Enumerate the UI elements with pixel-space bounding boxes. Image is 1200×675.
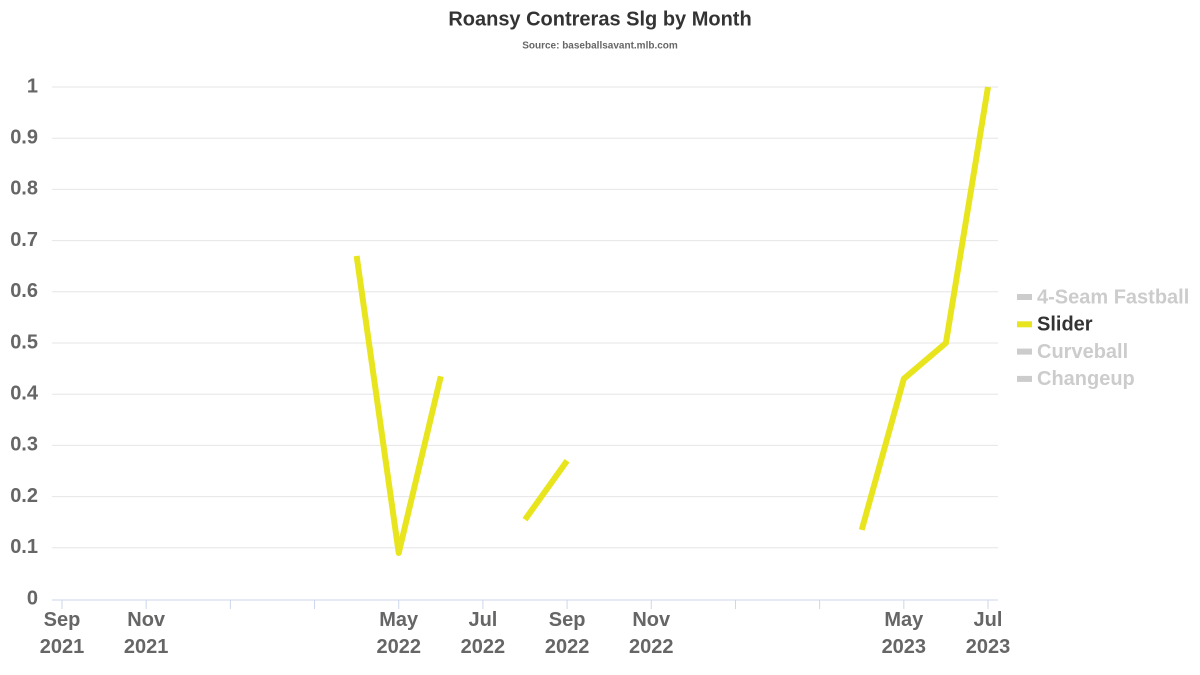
y-tick-label: 1 bbox=[27, 75, 38, 97]
chart-subtitle: Source: baseballsavant.mlb.com bbox=[522, 41, 678, 52]
y-tick-label: 0 bbox=[27, 587, 38, 609]
x-tick-label: Sep 2021 bbox=[39, 609, 85, 658]
legend-label: 4-Seam Fastball bbox=[1037, 286, 1189, 308]
legend-item[interactable]: Changeup bbox=[1017, 368, 1135, 390]
y-tick-label: 0.8 bbox=[10, 178, 38, 200]
legend-item[interactable]: Slider bbox=[1017, 314, 1093, 336]
legend-label: Changeup bbox=[1037, 368, 1135, 390]
legend-symbol bbox=[1017, 321, 1032, 328]
y-tick-label: 0.2 bbox=[10, 485, 38, 507]
x-tick-label: Jul 2022 bbox=[460, 609, 506, 658]
y-tick-label: 0.3 bbox=[10, 434, 38, 456]
x-tick-label: Sep 2022 bbox=[544, 609, 590, 658]
x-tick-label: Jul 2023 bbox=[965, 609, 1011, 658]
legend-item[interactable]: Curveball bbox=[1017, 341, 1128, 363]
legend-item[interactable]: 4-Seam Fastball bbox=[1017, 286, 1189, 308]
legend-symbol bbox=[1017, 375, 1032, 382]
y-tick-label: 0.1 bbox=[10, 536, 38, 558]
legend-symbol bbox=[1017, 294, 1032, 300]
legend-label: Slider bbox=[1037, 314, 1093, 336]
chart-title: Roansy Contreras Slg by Month bbox=[448, 8, 751, 30]
x-tick-label: Nov 2021 bbox=[123, 609, 169, 658]
y-tick-label: 0.7 bbox=[10, 229, 38, 251]
x-tick-label: Nov 2022 bbox=[629, 609, 674, 658]
legend-symbol bbox=[1017, 348, 1032, 355]
y-tick-label: 0.4 bbox=[10, 382, 39, 404]
y-tick-label: 0.5 bbox=[10, 331, 38, 353]
legend-label: Curveball bbox=[1037, 341, 1128, 363]
y-tick-label: 0.6 bbox=[10, 280, 38, 302]
y-tick-label: 0.9 bbox=[10, 126, 38, 148]
x-tick-label: May 2023 bbox=[881, 609, 927, 658]
series-line bbox=[353, 86, 991, 556]
x-tick-label: May 2022 bbox=[376, 609, 421, 658]
